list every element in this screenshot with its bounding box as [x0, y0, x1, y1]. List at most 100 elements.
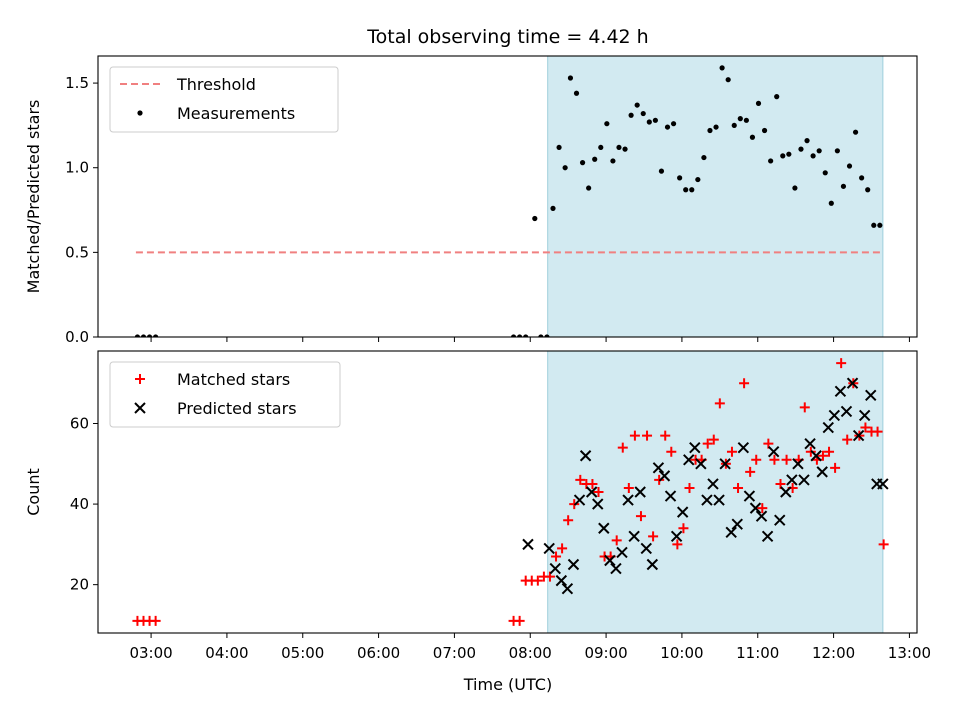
data-point — [830, 462, 841, 473]
x-tick-label: 06:00 — [357, 644, 400, 662]
data-point — [768, 158, 774, 164]
data-point — [713, 494, 725, 506]
y-tick-label: 20 — [70, 576, 89, 594]
legend-box — [109, 66, 339, 133]
data-point — [798, 474, 810, 486]
x-tick-label: 04:00 — [205, 644, 248, 662]
data-point — [689, 187, 695, 193]
x-tick-label: 10:00 — [660, 644, 703, 662]
data-point — [739, 378, 750, 389]
data-point — [871, 222, 877, 228]
bottom-subplot: 03:00 04:00 05:00 06:00 07:00 08:00 09:00 10:00… — [24, 350, 931, 662]
y-axis-label: Count — [24, 468, 43, 516]
data-point — [683, 187, 689, 193]
data-point — [522, 538, 534, 551]
data-point — [567, 558, 580, 571]
data-point — [757, 503, 768, 514]
data-point — [780, 153, 786, 159]
data-point — [769, 454, 780, 465]
data-point — [664, 490, 677, 502]
legend-swatch — [137, 110, 143, 116]
data-point — [689, 441, 701, 454]
data-point — [878, 539, 889, 550]
data-point — [532, 575, 543, 586]
data-point — [604, 121, 610, 127]
data-point — [792, 185, 798, 191]
data-point — [648, 531, 659, 542]
data-point — [140, 334, 147, 337]
data-point — [846, 377, 859, 389]
data-point — [695, 176, 701, 183]
data-point — [786, 474, 798, 486]
data-point — [676, 506, 689, 518]
data-point — [517, 334, 523, 337]
data-point — [664, 124, 671, 130]
data-point — [804, 138, 810, 144]
data-point — [544, 334, 550, 337]
data-point — [604, 554, 616, 567]
data-point — [532, 215, 538, 222]
data-point — [763, 438, 774, 449]
data-point — [652, 462, 665, 474]
x-axis-label: Time (UTC) — [463, 675, 552, 694]
data-point — [672, 539, 683, 550]
y-tick-label: 1.5 — [65, 74, 89, 92]
data-point — [666, 446, 677, 457]
data-point — [810, 153, 816, 159]
data-point — [877, 478, 889, 490]
y-tick-label: 40 — [70, 495, 89, 513]
x-tick-label: 07:00 — [433, 644, 476, 662]
data-point — [865, 389, 877, 402]
data-point — [549, 562, 561, 575]
data-point — [816, 466, 828, 478]
legend-swatch — [134, 402, 146, 414]
data-point — [834, 148, 840, 154]
data-point — [840, 183, 847, 189]
data-point — [842, 434, 853, 445]
y-axis-label: Matched/Predicted stars — [24, 100, 43, 294]
data-point — [146, 334, 153, 337]
data-point — [733, 482, 744, 493]
y-tick-label: 0.0 — [65, 328, 89, 346]
data-point — [573, 90, 580, 96]
data-point — [731, 518, 743, 530]
data-point — [749, 134, 756, 140]
data-point — [792, 458, 804, 470]
data-point — [611, 535, 622, 546]
data-point — [840, 405, 853, 418]
data-point — [761, 530, 774, 543]
plot-area — [134, 65, 883, 337]
legend-swatch — [135, 374, 145, 384]
data-point — [828, 200, 834, 206]
legend-box — [109, 361, 341, 428]
data-point — [623, 482, 634, 493]
data-point — [707, 478, 719, 490]
data-point — [616, 546, 628, 559]
data-point — [658, 470, 671, 482]
data-point — [749, 502, 762, 514]
data-point — [877, 222, 883, 228]
data-point — [153, 334, 159, 337]
data-point — [523, 334, 529, 337]
data-point — [586, 185, 592, 191]
axes-frame — [97, 55, 918, 338]
data-point — [646, 558, 659, 571]
x-tick-label: 09:00 — [584, 644, 627, 662]
data-point — [592, 156, 598, 162]
data-point — [622, 146, 628, 152]
data-point — [731, 122, 737, 129]
x-tick-label: 11:00 — [736, 644, 779, 662]
data-point — [587, 478, 598, 489]
data-point — [640, 542, 652, 555]
data-point — [658, 168, 665, 174]
data-point — [550, 205, 556, 211]
data-point — [134, 334, 141, 337]
y-tick-label: 1.0 — [65, 159, 89, 177]
data-point — [635, 511, 646, 522]
x-tick-label: 12:00 — [812, 644, 855, 662]
data-point — [628, 530, 640, 543]
data-point — [683, 454, 695, 466]
data-point — [745, 466, 756, 477]
data-point — [774, 514, 786, 526]
data-point — [767, 446, 780, 458]
